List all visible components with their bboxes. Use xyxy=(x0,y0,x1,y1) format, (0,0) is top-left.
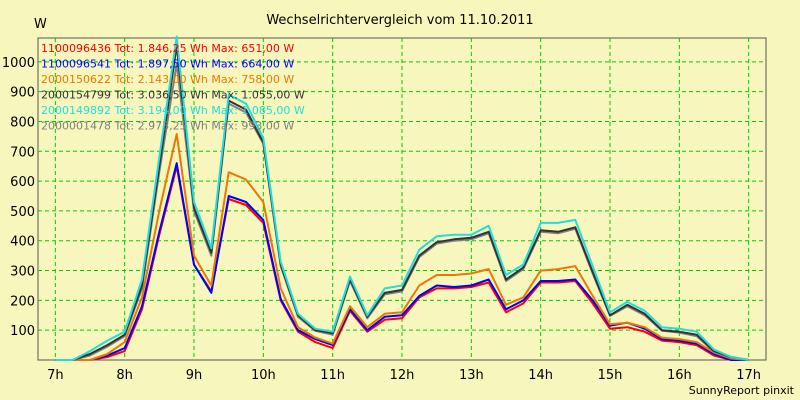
y-tick-label: 200 xyxy=(10,294,35,309)
series-line-2000150622 xyxy=(55,133,749,361)
legend: 1100096436 Tot: 1.846,25 Wh Max: 651,00 … xyxy=(41,42,305,133)
x-tick-label: 12h xyxy=(390,368,415,383)
y-tick-label: 400 xyxy=(10,235,35,250)
x-tick-label: 15h xyxy=(598,368,623,383)
y-tick-label: 100 xyxy=(10,324,35,339)
x-tick-label: 14h xyxy=(528,368,553,383)
x-tick-label: 7h xyxy=(47,368,64,383)
grid xyxy=(38,38,766,360)
y-tick-label: 700 xyxy=(10,145,35,160)
legend-entry-1100096436: 1100096436 Tot: 1.846,25 Wh Max: 651,00 … xyxy=(41,42,294,55)
x-tick-label: 16h xyxy=(667,368,692,383)
y-axis-unit: W xyxy=(34,17,47,32)
y-tick-label: 600 xyxy=(10,175,35,190)
x-tick-label: 9h xyxy=(186,368,203,383)
y-axis: 100 200 300 400 500 600 700 800 900 1000 xyxy=(2,56,35,339)
y-tick-label: 500 xyxy=(10,205,35,220)
chart-title: Wechselrichtervergleich vom 11.10.2011 xyxy=(266,13,533,28)
legend-entry-2000150622: 2000150622 Tot: 2.143,00 Wh Max: 758,00 … xyxy=(41,73,294,86)
series-line-2000154799 xyxy=(55,44,749,361)
y-tick-label: 900 xyxy=(10,86,35,101)
y-tick-label: 800 xyxy=(10,115,35,130)
x-tick-label: 11h xyxy=(320,368,345,383)
y-tick-label: 1000 xyxy=(2,56,35,71)
series-group xyxy=(55,35,749,361)
legend-entry-1100096541: 1100096541 Tot: 1.897,50 Wh Max: 664,00 … xyxy=(41,58,294,71)
legend-entry-2000149892: 2000149892 Tot: 3.194,00 Wh Max: 1.085,0… xyxy=(41,104,305,117)
legend-entry-2000154799: 2000154799 Tot: 3.036,50 Wh Max: 1.055,0… xyxy=(41,89,305,102)
legend-entry-2000001478: 2000001478 Tot: 2.973,25 Wh Max: 993,00 … xyxy=(41,120,294,133)
x-axis: 7h 8h 9h 10h 11h 12h 13h 14h 15h 16h 17h xyxy=(47,368,761,383)
x-tick-label: 17h xyxy=(736,368,761,383)
y-tick-label: 300 xyxy=(10,265,35,280)
series-line-2000149892 xyxy=(55,35,749,361)
x-tick-label: 13h xyxy=(459,368,484,383)
x-tick-label: 8h xyxy=(116,368,133,383)
x-tick-label: 10h xyxy=(251,368,276,383)
footer-credit: SunnyReport pinxit xyxy=(689,384,795,397)
series-line-2000001478 xyxy=(55,62,749,361)
